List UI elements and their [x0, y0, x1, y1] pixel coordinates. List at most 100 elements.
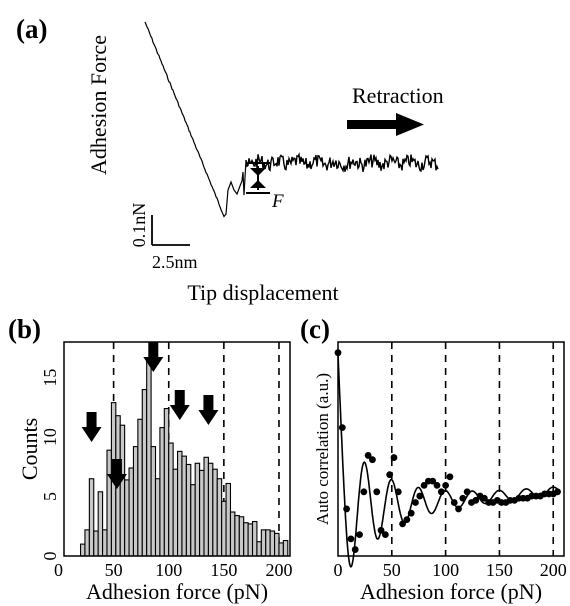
- x-tick-label: 50: [105, 560, 123, 580]
- tip-displacement-label: Tip displacement: [187, 280, 338, 305]
- histogram-bar: [124, 479, 130, 557]
- histogram-bar: [159, 427, 165, 557]
- histogram-bar: [212, 468, 218, 557]
- x-tick-label: 150: [210, 560, 237, 580]
- histogram-bar: [172, 468, 179, 557]
- plot-frame: [337, 341, 565, 557]
- x-tick-label: 100: [432, 560, 459, 580]
- data-point: [399, 520, 406, 528]
- histogram-bar: [97, 491, 104, 557]
- panel-c-label: (c): [300, 314, 330, 344]
- panel-b: (b) 0 50 100 150 200 0 5 10 15 Counts Adhesion …: [8, 314, 292, 604]
- panel-a: (a) Adhesion Force F Retraction 0.1nN 2.…: [16, 14, 444, 305]
- peak-arrow: [106, 459, 127, 489]
- histogram-bar: [256, 541, 262, 557]
- histogram-bar: [185, 463, 192, 557]
- data-point: [429, 477, 437, 485]
- histogram-bar: [150, 446, 157, 557]
- histogram-bar: [260, 529, 267, 557]
- panel-a-label: (a): [16, 14, 47, 44]
- histogram-bar: [146, 359, 152, 557]
- autocorrelation-axis-label: Auto correlation (a.u.): [313, 373, 332, 525]
- panel-c: (c) 0 50 100 150 200 Auto correlation (a.u.)…: [300, 314, 567, 604]
- data-points: [334, 349, 561, 553]
- histogram-bar: [194, 462, 201, 557]
- x-tick-label: 50: [383, 560, 401, 580]
- histogram-bar: [88, 478, 95, 557]
- peak-arrow: [169, 390, 190, 420]
- peak-arrow: [198, 395, 219, 425]
- x-tick-label: 0: [334, 560, 343, 580]
- histogram-bar: [274, 532, 280, 557]
- histogram-bar: [154, 478, 161, 557]
- histogram-bar: [282, 539, 289, 557]
- histogram-bar: [84, 529, 90, 557]
- histogram-bar: [265, 529, 271, 557]
- data-point: [433, 481, 441, 489]
- x-tick-label: 100: [155, 560, 182, 580]
- x-tick-label: 0: [54, 560, 63, 580]
- data-point: [416, 492, 424, 500]
- fit-curve: [337, 352, 560, 568]
- histogram-bar: [177, 450, 183, 557]
- histogram-bar: [269, 530, 276, 557]
- histogram-bar: [163, 408, 170, 557]
- histogram-bar: [181, 455, 187, 557]
- histogram-bar: [229, 511, 236, 557]
- y-tick-label: 15: [40, 369, 60, 387]
- plot-frame: [63, 341, 291, 557]
- retraction-label: Retraction: [352, 83, 444, 108]
- data-point: [437, 488, 445, 496]
- data-point: [407, 509, 415, 517]
- force-curve-noise: [245, 152, 439, 173]
- data-point: [394, 488, 402, 496]
- data-point: [412, 499, 419, 506]
- data-point: [472, 496, 480, 504]
- y-tick-label: 10: [40, 428, 60, 446]
- x-tick-label: 200: [265, 560, 292, 580]
- histogram-bar: [221, 500, 227, 557]
- data-point: [369, 456, 376, 464]
- x-tick-labels: 0 50 100 150 200: [334, 560, 567, 580]
- histogram-bar: [247, 523, 254, 557]
- histogram-bar: [225, 482, 232, 557]
- histogram-bar: [190, 484, 196, 557]
- data-point: [459, 494, 467, 502]
- data-point: [450, 499, 458, 506]
- histogram-bar: [243, 522, 249, 557]
- counts-axis-label: Counts: [17, 418, 42, 480]
- histogram-bar: [278, 542, 284, 557]
- data-point: [343, 505, 351, 513]
- histogram-bar: [216, 478, 223, 557]
- data-point: [442, 481, 450, 489]
- x-axis-label: Adhesion force (pN): [86, 579, 268, 604]
- data-point: [463, 488, 471, 496]
- histogram-bar: [93, 530, 99, 557]
- histogram-bar: [251, 520, 258, 557]
- force-curve-trace: [144, 21, 247, 218]
- data-point: [455, 505, 462, 513]
- scale-bar-distance-label: 2.5nm: [152, 252, 198, 272]
- histogram-bar: [234, 515, 240, 557]
- x-tick-labels: 0 50 100 150 200: [54, 560, 292, 580]
- data-point: [360, 488, 368, 496]
- histogram-bar: [132, 446, 139, 557]
- peak-arrow: [81, 412, 102, 442]
- scale-bar: [151, 215, 190, 246]
- data-point: [377, 526, 385, 534]
- data-point: [347, 535, 355, 543]
- histogram-bar: [141, 389, 148, 557]
- peak-arrow: [143, 342, 164, 372]
- data-point: [373, 488, 381, 496]
- histogram-bars: [79, 359, 289, 557]
- peak-arrows: [81, 342, 219, 489]
- x-axis-label: Adhesion force (pN): [360, 579, 542, 604]
- data-point: [390, 454, 398, 461]
- data-point: [386, 471, 394, 479]
- data-point: [351, 546, 359, 553]
- data-point: [356, 531, 363, 538]
- histogram-bar: [203, 456, 209, 557]
- histogram-bar: [79, 543, 86, 557]
- data-point: [338, 424, 346, 431]
- data-point: [364, 452, 372, 459]
